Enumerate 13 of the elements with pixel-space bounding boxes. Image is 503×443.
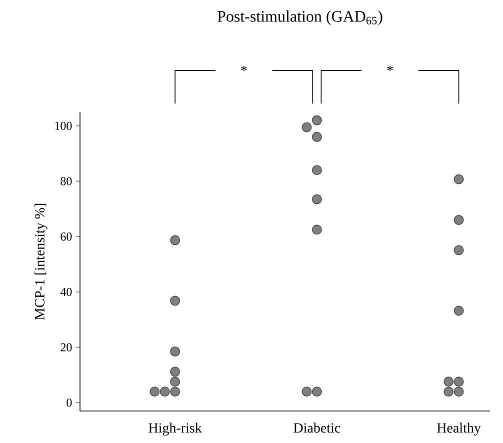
x-tick-label: High-risk — [148, 422, 202, 436]
y-tick-label: 100 — [55, 122, 72, 130]
chart-title: Post-stimulation (GAD$_{65}$) — [218, 10, 382, 26]
y-tick-label: 40 — [60, 288, 72, 296]
y-tick-label: 20 — [60, 343, 72, 352]
text: * — [387, 66, 393, 72]
y-tick-label: 0 — [66, 398, 72, 407]
y-tick-label: 80 — [60, 177, 72, 186]
x-tick-label: Diabetic — [294, 422, 340, 433]
y-tick-label: 60 — [60, 232, 72, 241]
x-tick-label: Healthy — [437, 422, 481, 436]
y-axis-title: MCP-1 [intensity %] — [34, 204, 48, 320]
text: * — [241, 66, 247, 72]
